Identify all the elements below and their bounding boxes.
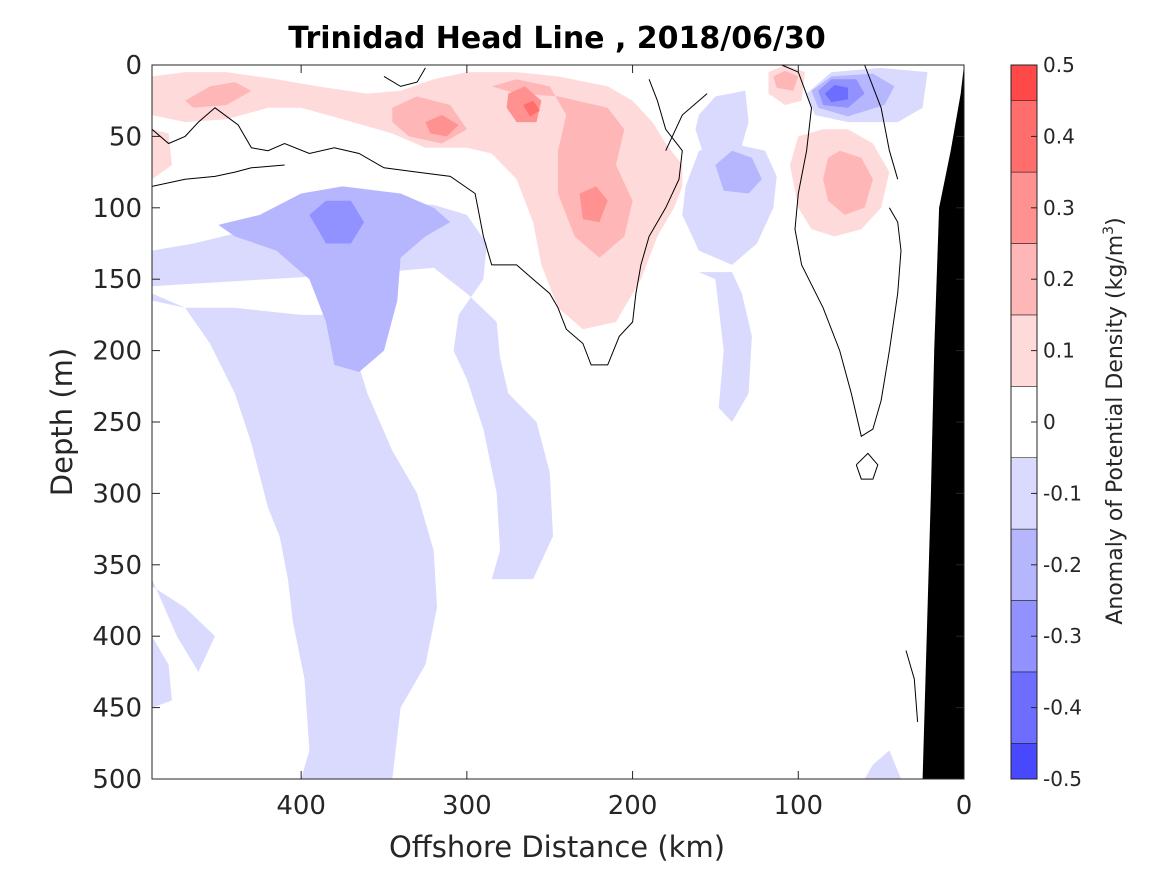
negative-anomaly-region xyxy=(715,150,762,194)
colorbar-tick-label: -0.3 xyxy=(1043,624,1082,648)
colorbar-tick-label: 0 xyxy=(1043,410,1056,434)
plot-area: 400 300 200 100 0 0 50 100 150 200 250 300 350 400 45… xyxy=(92,51,972,821)
colorbar-tick-label: 0.5 xyxy=(1043,53,1075,77)
x-tick-label: 100 xyxy=(773,791,823,821)
x-tick-label: 0 xyxy=(956,791,973,821)
negative-anomaly-region xyxy=(864,750,901,779)
x-axis: 400 300 200 100 0 xyxy=(276,65,972,821)
y-tick-label: 500 xyxy=(92,765,142,795)
negative-anomaly-region xyxy=(218,186,451,372)
y-tick-label: 300 xyxy=(92,479,142,509)
zero-contour-line xyxy=(665,93,708,151)
colorbar-tick-label: -0.1 xyxy=(1043,481,1082,505)
y-tick-label: 400 xyxy=(92,622,142,652)
positive-anomaly-region xyxy=(773,70,799,91)
y-axis-label: Depth (m) xyxy=(45,348,79,496)
x-tick-label: 400 xyxy=(276,791,326,821)
negative-anomaly-region xyxy=(309,200,365,244)
x-tick-label: 300 xyxy=(442,791,492,821)
y-tick-label: 50 xyxy=(109,122,142,152)
colorbar-tick-label: -0.2 xyxy=(1043,553,1082,577)
seafloor-shelf xyxy=(922,65,964,779)
negative-anomaly-region xyxy=(152,579,215,672)
zero-contour-line xyxy=(864,65,899,180)
colorbar-segment xyxy=(1010,64,1038,102)
colorbar-tick-label: 0.1 xyxy=(1043,339,1075,363)
zero-contour-line xyxy=(781,65,902,438)
anomaly-field xyxy=(152,65,964,779)
y-tick-label: 100 xyxy=(92,194,142,224)
x-tick-label: 200 xyxy=(608,791,658,821)
negative-anomaly-region xyxy=(824,85,848,103)
negative-anomaly-region xyxy=(698,272,752,422)
y-tick-label: 150 xyxy=(92,265,142,295)
positive-anomaly-region xyxy=(523,100,540,117)
positive-anomaly-region xyxy=(152,72,683,330)
positive-anomaly-region xyxy=(185,82,252,108)
x-axis-label: Offshore Distance (km) xyxy=(389,830,725,864)
y-tick-label: 250 xyxy=(92,408,142,438)
colorbar-tick-label: 0.3 xyxy=(1043,196,1075,220)
colorbar-tick-label: 0.4 xyxy=(1043,124,1075,148)
negative-anomaly-region xyxy=(152,293,437,779)
colorbar-tick-label: 0.2 xyxy=(1043,267,1075,291)
colorbar-label: Anomaly of Potential Density (kg/m3) xyxy=(1101,217,1128,624)
colorbar: 0.5 0.4 0.3 0.2 0.1 0 -0.1 -0.2 -0.3 -0.4 -0.5 xyxy=(1010,53,1082,791)
zero-contour-line xyxy=(152,164,285,187)
colorbar-tick-label: -0.4 xyxy=(1043,696,1082,720)
y-tick-label: 200 xyxy=(92,337,142,367)
y-tick-label: 0 xyxy=(125,51,142,81)
y-tick-label: 350 xyxy=(92,551,142,581)
positive-anomaly-region xyxy=(823,150,873,215)
y-tick-label: 450 xyxy=(92,694,142,724)
negative-anomaly-region xyxy=(152,203,553,580)
zero-contour-line xyxy=(383,67,426,87)
negative-anomaly-region xyxy=(695,90,749,151)
positive-anomaly-region xyxy=(425,115,459,137)
colorbar-tick-label: -0.5 xyxy=(1043,767,1082,791)
zero-contour-line xyxy=(855,452,879,480)
colorbar-segment xyxy=(1010,742,1038,780)
positive-anomaly-region xyxy=(579,186,608,223)
y-axis: 0 50 100 150 200 250 300 350 400 450 500 xyxy=(92,51,964,795)
zero-contour-line xyxy=(152,79,683,366)
negative-anomaly-region xyxy=(152,636,172,708)
zero-contour-line xyxy=(905,650,919,722)
chart-title: Trinidad Head Line , 2018/06/30 xyxy=(288,21,825,56)
